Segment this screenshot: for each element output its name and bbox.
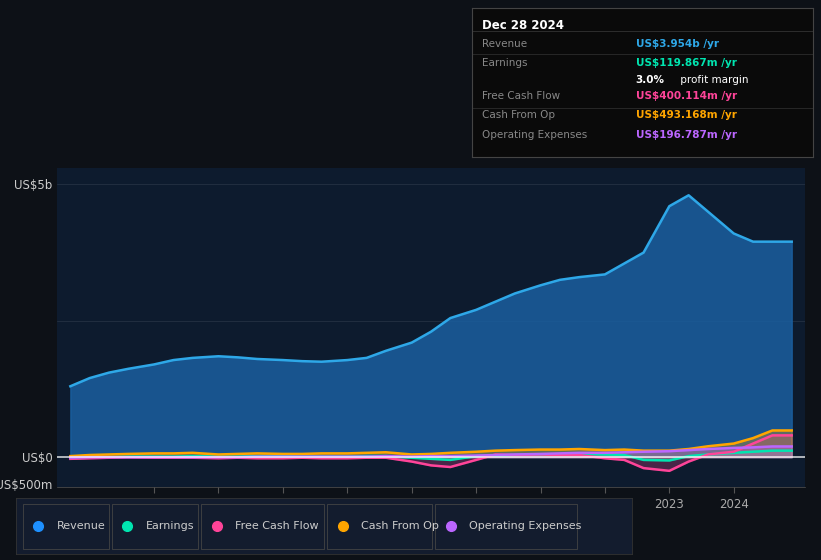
Text: Revenue: Revenue [57, 521, 105, 531]
Text: 3.0%: 3.0% [635, 74, 665, 85]
Text: Free Cash Flow: Free Cash Flow [482, 91, 561, 101]
Text: US$493.168m /yr: US$493.168m /yr [635, 110, 736, 120]
Text: US$3.954b /yr: US$3.954b /yr [635, 39, 718, 49]
Text: Operating Expenses: Operating Expenses [469, 521, 581, 531]
Text: US$400.114m /yr: US$400.114m /yr [635, 91, 736, 101]
Text: Earnings: Earnings [146, 521, 195, 531]
Text: US$119.867m /yr: US$119.867m /yr [635, 58, 736, 68]
Text: US$196.787m /yr: US$196.787m /yr [635, 129, 736, 139]
Text: Dec 28 2024: Dec 28 2024 [482, 19, 564, 32]
Text: Cash From Op: Cash From Op [482, 110, 555, 120]
Text: profit margin: profit margin [677, 74, 748, 85]
Text: Free Cash Flow: Free Cash Flow [235, 521, 319, 531]
Text: Cash From Op: Cash From Op [361, 521, 439, 531]
Text: Earnings: Earnings [482, 58, 528, 68]
Text: Operating Expenses: Operating Expenses [482, 129, 588, 139]
Text: Revenue: Revenue [482, 39, 527, 49]
